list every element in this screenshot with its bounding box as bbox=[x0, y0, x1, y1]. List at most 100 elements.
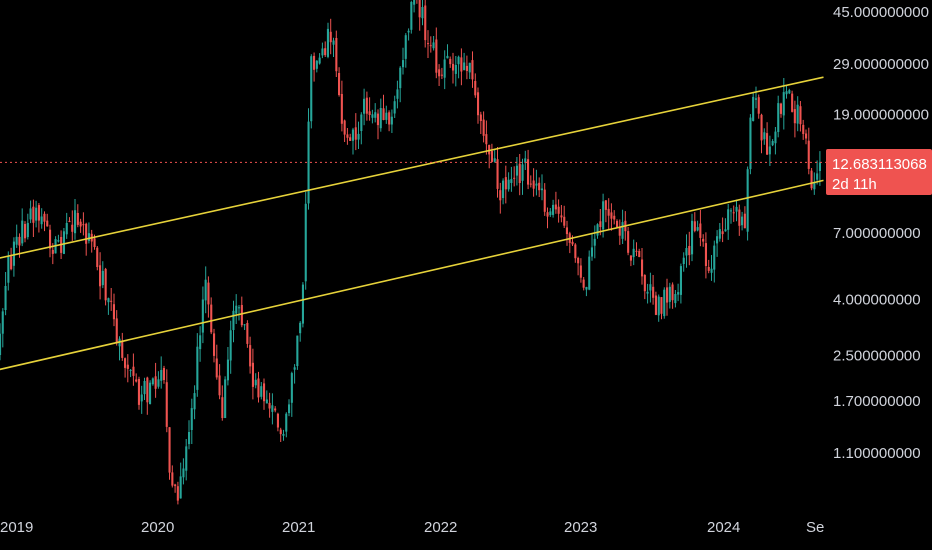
candle-body bbox=[215, 358, 218, 378]
candle-body bbox=[301, 284, 304, 324]
candle-body bbox=[571, 241, 574, 245]
candle-body bbox=[274, 408, 277, 411]
candle-body bbox=[724, 229, 727, 232]
candle-body bbox=[577, 258, 580, 264]
candle-body bbox=[268, 402, 271, 409]
candle-body bbox=[552, 204, 555, 215]
candle-body bbox=[68, 220, 71, 222]
candle-body bbox=[190, 408, 193, 430]
candle-body bbox=[499, 190, 502, 201]
candle-body bbox=[699, 223, 702, 238]
candle-body bbox=[671, 284, 674, 301]
candle-body bbox=[538, 182, 541, 191]
candle-body bbox=[463, 62, 466, 71]
candle-body bbox=[226, 359, 229, 381]
candle-body bbox=[407, 30, 410, 33]
candle-body bbox=[393, 101, 396, 114]
candle-body bbox=[666, 287, 669, 303]
y-tick-label: 2.500000000 bbox=[833, 347, 921, 364]
candle-body bbox=[276, 413, 279, 428]
candle-body bbox=[293, 367, 296, 370]
candle-body bbox=[65, 223, 68, 235]
candle-body bbox=[513, 177, 516, 179]
candle-body bbox=[627, 231, 630, 253]
candle-body bbox=[104, 268, 107, 301]
candle-body bbox=[524, 158, 527, 163]
candle-body bbox=[546, 212, 549, 217]
candle-body bbox=[374, 112, 377, 118]
candle-body bbox=[385, 112, 388, 120]
candle-body bbox=[224, 379, 227, 418]
candle-body bbox=[805, 133, 808, 139]
candle-body bbox=[779, 103, 782, 114]
candle-body bbox=[101, 270, 104, 286]
candle-body bbox=[532, 180, 535, 189]
candle-body bbox=[618, 227, 621, 236]
x-tick-label: 2024 bbox=[707, 519, 740, 536]
candle-body bbox=[777, 103, 780, 132]
candle-body bbox=[471, 60, 474, 80]
candle-body bbox=[329, 31, 332, 43]
candle-body bbox=[399, 67, 402, 89]
candle-body bbox=[174, 484, 177, 487]
candle-body bbox=[782, 92, 785, 116]
candle-body bbox=[816, 173, 819, 180]
candle-body bbox=[210, 304, 213, 333]
candle-body bbox=[379, 108, 382, 129]
candle-body bbox=[688, 246, 691, 256]
candle-body bbox=[818, 162, 821, 171]
candle-body bbox=[435, 39, 438, 73]
candle-body bbox=[43, 213, 46, 222]
candle-body bbox=[599, 221, 602, 227]
candle-body bbox=[146, 377, 149, 403]
candle-body bbox=[540, 188, 543, 191]
candle-body bbox=[443, 59, 446, 78]
candle-body bbox=[621, 222, 624, 239]
candle-body bbox=[727, 209, 730, 230]
candle-body bbox=[279, 429, 282, 435]
candle-body bbox=[693, 221, 696, 231]
candle-body bbox=[304, 203, 307, 282]
candle-body bbox=[632, 248, 635, 258]
candle-body bbox=[354, 127, 357, 140]
x-tick-label: 2020 bbox=[141, 519, 174, 536]
candle-body bbox=[702, 238, 705, 242]
candle-body bbox=[738, 209, 741, 226]
candle-body bbox=[110, 300, 113, 302]
candle-body bbox=[235, 305, 238, 314]
candle-body bbox=[243, 324, 246, 326]
candle-body bbox=[82, 224, 85, 226]
candle-body bbox=[85, 223, 88, 244]
candle-body bbox=[432, 42, 435, 49]
candle-body bbox=[290, 373, 293, 403]
candle-body bbox=[351, 129, 354, 141]
candle-body bbox=[179, 476, 182, 499]
candle-body bbox=[115, 318, 118, 344]
y-tick-label: 19.000000000 bbox=[833, 106, 929, 123]
candle-body bbox=[452, 63, 455, 71]
candle-body bbox=[107, 298, 110, 303]
candle-body bbox=[365, 97, 368, 114]
candle-body bbox=[388, 112, 391, 125]
candle-body bbox=[29, 208, 32, 220]
y-tick-label: 1.700000000 bbox=[833, 393, 921, 410]
y-axis: 45.000000000 29.000000000 19.000000000 7… bbox=[833, 4, 929, 462]
candle-body bbox=[315, 60, 318, 69]
candle-body bbox=[535, 183, 538, 186]
candle-body bbox=[318, 57, 321, 64]
candle-body bbox=[565, 227, 568, 235]
x-tick-label: 2023 bbox=[564, 519, 597, 536]
candle-body bbox=[7, 256, 10, 283]
candle-body bbox=[37, 205, 40, 221]
candle-body bbox=[802, 124, 805, 134]
candle-body bbox=[521, 164, 524, 181]
candle-body bbox=[574, 244, 577, 259]
candle-body bbox=[660, 297, 663, 314]
candle-body bbox=[326, 28, 329, 57]
candle-body bbox=[557, 206, 560, 214]
last-price-badge-bg bbox=[826, 149, 932, 195]
candle-body bbox=[668, 286, 671, 302]
candle-body bbox=[149, 382, 152, 404]
candle-body bbox=[332, 40, 335, 45]
